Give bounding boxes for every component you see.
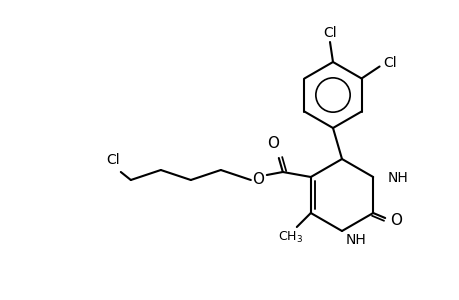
- Text: O: O: [251, 172, 263, 187]
- Text: NH: NH: [345, 233, 366, 247]
- Text: O: O: [389, 214, 401, 229]
- Text: Cl: Cl: [323, 26, 336, 40]
- Text: O: O: [266, 136, 278, 152]
- Text: NH: NH: [386, 171, 407, 185]
- Text: Cl: Cl: [382, 56, 396, 70]
- Text: Cl: Cl: [106, 153, 119, 167]
- Text: CH$_3$: CH$_3$: [278, 230, 303, 244]
